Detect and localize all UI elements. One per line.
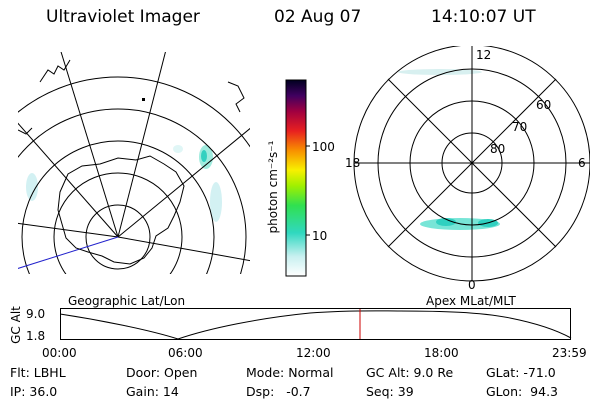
- alt-ytick-9: 9.0: [26, 307, 46, 321]
- coastline-fragment: [227, 81, 245, 113]
- alt-xtick-2359: 23:59: [552, 346, 587, 360]
- antarctica-coastline: [57, 155, 185, 265]
- colorbar: [285, 79, 310, 277]
- colorbar-scale: [285, 79, 307, 277]
- mlt-diagonal: [387, 78, 557, 248]
- status-mode: Mode: Normal: [246, 365, 334, 380]
- status-door: Door: Open: [126, 365, 198, 380]
- observation-time: 14:10:07 UT: [431, 7, 536, 27]
- noon-meridian-line: [18, 236, 119, 269]
- observation-date: 02 Aug 07: [274, 7, 362, 27]
- mlt-label-12: 12: [476, 48, 492, 62]
- colorbar-unit-label: photon cm⁻²s⁻¹: [266, 140, 280, 234]
- altitude-plot: [60, 308, 572, 340]
- mlat-label-70: 70: [512, 120, 528, 134]
- longitude-lines: [18, 52, 250, 262]
- status-gain: Gain: 14: [126, 384, 179, 399]
- status-dsp: Dsp: -0.7: [246, 384, 311, 399]
- mlt-label-0: 0: [468, 278, 476, 292]
- island-marker: [142, 98, 145, 101]
- colorbar-tick-10: 10: [312, 229, 328, 243]
- mlt-label-18: 18: [345, 156, 361, 170]
- mag-panel-label: Apex MLat/MLT: [426, 294, 516, 308]
- geographic-map: [18, 52, 250, 274]
- apex-polar-plot: [353, 46, 590, 282]
- instrument-title: Ultraviolet Imager: [46, 7, 200, 27]
- alt-xtick-1200: 12:00: [296, 346, 331, 360]
- alt-plot-ylabel: GC Alt: [9, 306, 23, 344]
- aurora-emission-mag: [398, 69, 500, 230]
- status-glon: GLon: 94.3: [486, 384, 558, 399]
- status-seq: Seq: 39: [366, 384, 414, 399]
- alt-xtick-1800: 18:00: [424, 346, 459, 360]
- colorbar-tick-100: 100: [312, 140, 335, 154]
- status-ip: IP: 36.0: [10, 384, 58, 399]
- latitude-circles: [18, 76, 250, 274]
- status-glat: GLat: -71.0: [486, 365, 556, 380]
- mlat-label-80: 80: [490, 142, 506, 156]
- alt-xtick-0000: 00:00: [42, 346, 77, 360]
- alt-xtick-0600: 06:00: [168, 346, 203, 360]
- altitude-curve: [60, 310, 572, 340]
- status-gc-alt: GC Alt: 9.0 Re: [366, 365, 454, 380]
- coastline-fragment: [39, 59, 71, 83]
- geo-panel-label: Geographic Lat/Lon: [68, 294, 186, 308]
- coastline-fragment: [18, 127, 33, 135]
- aurora-emission-geo: [26, 145, 222, 222]
- mlat-label-60: 60: [536, 98, 552, 112]
- mlt-label-6: 6: [578, 156, 586, 170]
- status-filter: Flt: LBHL: [10, 365, 66, 380]
- alt-ytick-1_8: 1.8: [26, 329, 46, 343]
